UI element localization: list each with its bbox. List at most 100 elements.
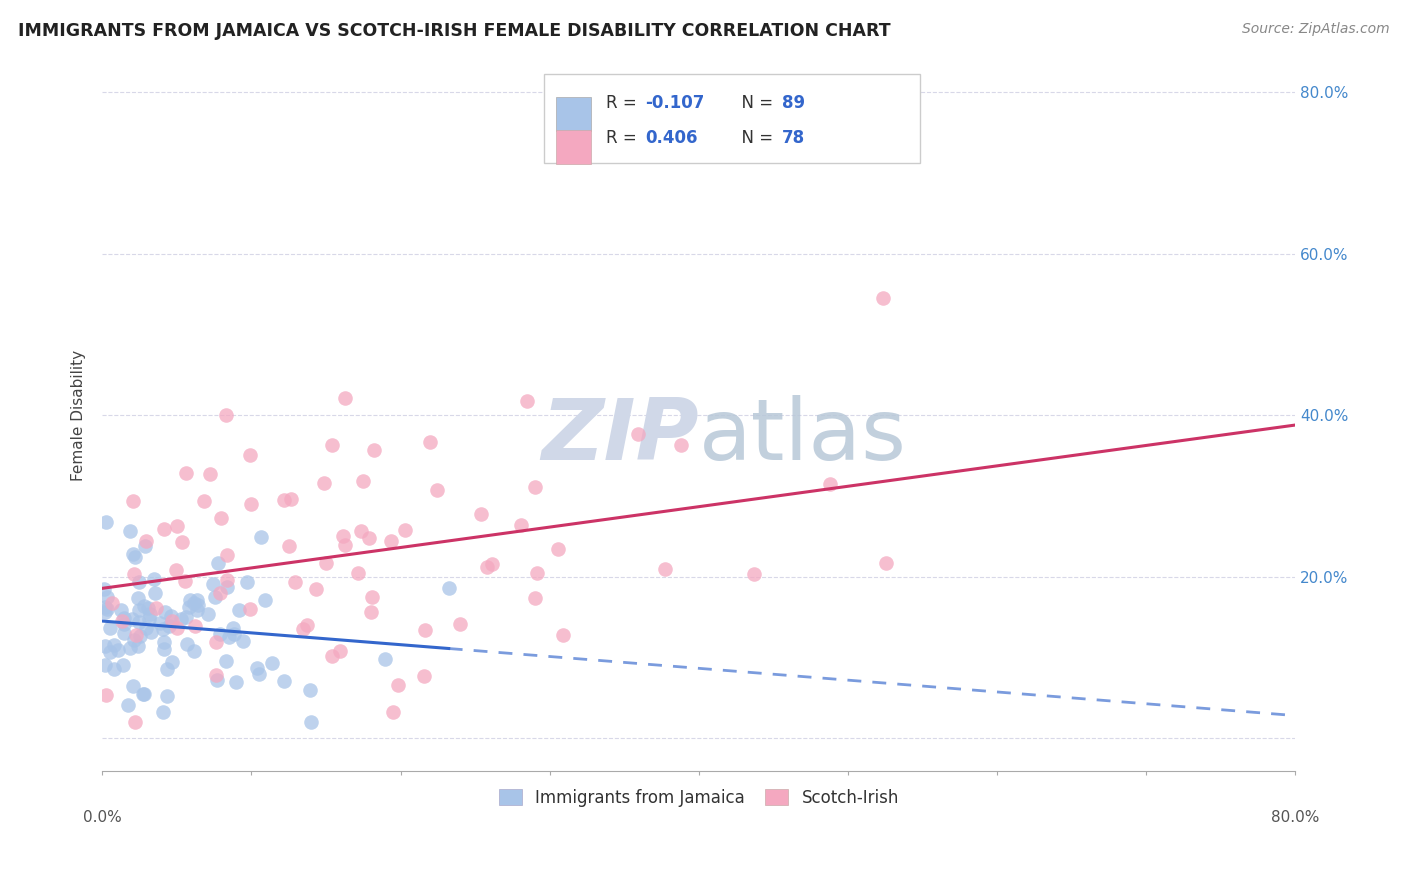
Point [112,617,135,632]
Point [222,627,245,641]
Point [139,625,162,640]
Point [132,687,155,701]
Text: 78: 78 [782,128,806,147]
Point [627,426,650,441]
Point [240,497,263,511]
Point [200,467,222,481]
Point [153,642,176,657]
Text: 0.0%: 0.0% [83,810,121,825]
Point [153,605,176,619]
Point [315,556,337,570]
Point [284,575,307,590]
Point [204,590,226,604]
Point [875,557,897,571]
Point [121,494,143,508]
Point [176,637,198,651]
Point [117,698,139,712]
Point [209,511,232,525]
Point [122,547,145,561]
Point [124,549,146,564]
Point [357,531,380,545]
Point [280,491,302,506]
Point [160,655,183,669]
Point [363,443,385,458]
Point [174,574,197,589]
Point [179,593,201,607]
Point [524,480,547,494]
Point [94,657,117,672]
Point [239,602,262,616]
Text: IMMIGRANTS FROM JAMAICA VS SCOTCH-IRISH FEMALE DISABILITY CORRELATION CHART: IMMIGRANTS FROM JAMAICA VS SCOTCH-IRISH … [18,22,891,40]
Point [360,606,382,620]
Point [149,616,172,631]
Text: Source: ZipAtlas.com: Source: ZipAtlas.com [1241,22,1389,37]
Point [134,539,156,553]
Point [129,629,152,643]
Point [413,669,436,683]
Point [247,666,270,681]
Point [217,548,239,562]
Point [314,475,336,490]
Point [128,575,150,590]
Point [470,508,492,522]
Text: ZIP: ZIP [541,395,699,478]
Point [215,580,238,594]
Text: 80.0%: 80.0% [1271,810,1320,825]
Point [96,602,118,616]
Point [278,539,301,553]
Point [120,524,142,538]
Point [742,566,765,581]
Text: N =: N = [731,128,779,147]
Point [333,538,356,552]
Point [124,715,146,730]
Point [128,602,150,616]
Point [253,593,276,607]
Point [111,615,134,629]
Point [103,662,125,676]
Text: R =: R = [606,128,641,147]
Point [207,556,229,570]
Point [205,634,228,648]
Point [246,661,269,675]
Point [380,533,402,548]
Point [671,438,693,452]
Point [387,678,409,692]
Point [209,627,232,641]
Point [103,638,125,652]
Point [152,705,174,719]
Text: atlas: atlas [699,395,907,478]
Point [160,609,183,624]
Point [162,614,184,628]
Point [524,591,547,605]
Point [553,628,575,642]
Point [215,574,238,588]
Point [208,586,231,600]
Point [526,566,548,581]
Point [145,586,167,600]
Y-axis label: Female Disability: Female Disability [72,350,86,481]
Point [166,621,188,635]
Point [654,562,676,576]
Point [225,675,247,690]
Point [96,688,118,702]
Point [183,596,205,610]
Point [374,652,396,666]
Point [426,483,449,497]
Point [187,599,209,613]
Point [157,619,180,633]
Point [127,591,149,605]
Point [152,635,174,649]
Point [127,639,149,653]
Point [170,612,193,626]
Point [152,622,174,636]
Point [218,630,240,644]
FancyBboxPatch shape [555,129,592,164]
Point [121,612,143,626]
Point [94,515,117,529]
Point [299,715,322,730]
Point [138,607,160,622]
Point [321,438,343,452]
Point [204,668,226,682]
Point [197,607,219,621]
Point [135,533,157,548]
